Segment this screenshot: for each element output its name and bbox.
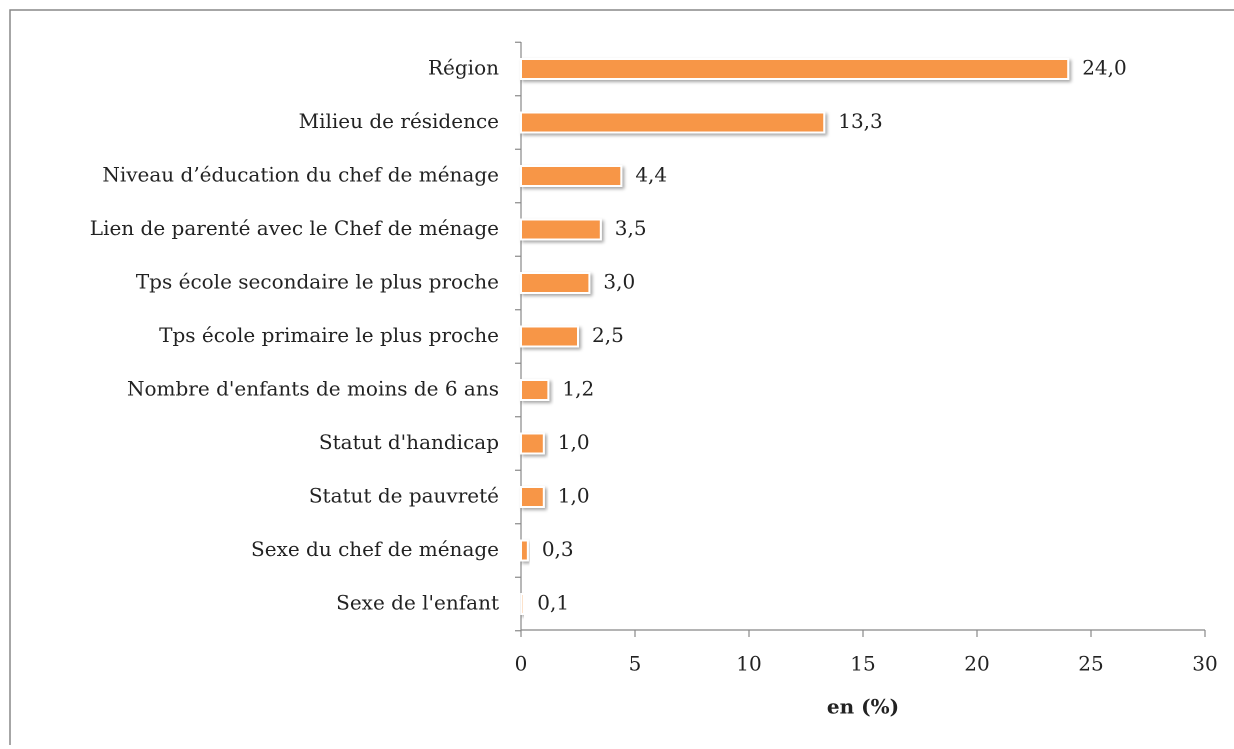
value-label: 1,0 — [558, 484, 590, 508]
y-tick-label: Nombre d'enfants de moins de 6 ans — [127, 377, 499, 401]
frame — [9, 9, 1234, 749]
y-tick-label: Région — [428, 56, 499, 80]
y-tick-label: Statut de pauvreté — [309, 484, 499, 508]
bar — [520, 486, 545, 508]
x-axis-label: en (%) — [827, 695, 899, 719]
value-label: 3,0 — [603, 270, 635, 294]
bar — [520, 272, 591, 294]
y-tick-label: Sexe du chef de ménage — [251, 537, 499, 561]
y-tick-label: Tps école primaire le plus proche — [159, 323, 499, 347]
bar — [520, 432, 545, 455]
value-label: 1,0 — [558, 430, 590, 454]
bar — [520, 111, 826, 134]
value-label: 1,2 — [562, 377, 594, 401]
x-tick-label: 0 — [515, 652, 528, 676]
x-tick-label: 25 — [1078, 652, 1103, 676]
value-label: 3,5 — [615, 216, 647, 240]
y-tick-label: Milieu de résidence — [299, 109, 499, 133]
x-tick-label: 15 — [850, 652, 875, 676]
value-label: 2,5 — [592, 323, 624, 347]
bar — [520, 165, 623, 187]
value-label: 0,1 — [537, 591, 569, 615]
bar — [520, 218, 602, 241]
value-label: 0,3 — [542, 537, 574, 561]
value-label: 4,4 — [635, 163, 667, 187]
x-tick-label: 30 — [1192, 652, 1217, 676]
bar — [520, 593, 525, 615]
bar — [520, 379, 550, 401]
y-tick-label: Niveau d’éducation du chef de ménage — [102, 163, 499, 187]
bar — [520, 325, 579, 348]
bar — [520, 58, 1070, 80]
x-tick-label: 5 — [629, 652, 642, 676]
value-label: 13,3 — [838, 109, 883, 133]
x-tick-label: 10 — [736, 652, 761, 676]
y-tick-label: Sexe de l'enfant — [336, 591, 499, 615]
value-label: 24,0 — [1082, 56, 1127, 80]
bar — [520, 539, 529, 562]
y-tick-label: Statut d'handicap — [319, 430, 499, 454]
y-tick-label: Lien de parenté avec le Chef de ménage — [90, 216, 499, 240]
x-tick-label: 20 — [964, 652, 989, 676]
y-tick-label: Tps école secondaire le plus proche — [136, 270, 499, 294]
